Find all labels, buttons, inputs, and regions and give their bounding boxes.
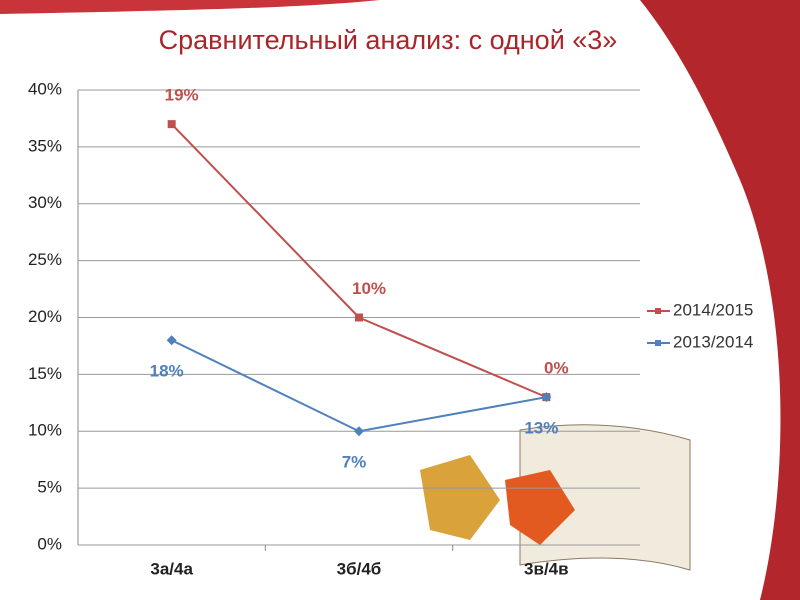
data-label: 13%: [524, 419, 558, 438]
data-label: 7%: [342, 453, 367, 472]
chart-title: Сравнительный анализ: с одной «3»: [159, 25, 618, 55]
marker: [355, 313, 363, 322]
x-tick-label: 3в/4в: [524, 559, 569, 578]
legend-label: 2013/2014: [673, 332, 753, 351]
data-label: 10%: [352, 279, 386, 298]
data-label: 19%: [165, 86, 199, 105]
decor-top: [0, 0, 380, 14]
decor-leaf: [505, 470, 575, 545]
legend-marker: [655, 340, 661, 346]
legend-marker: [655, 308, 661, 314]
marker: [167, 120, 176, 129]
marker: [166, 335, 177, 346]
data-label: 0%: [544, 359, 569, 378]
marker: [354, 426, 364, 437]
data-label: 18%: [150, 362, 184, 381]
y-tick-label: 10%: [28, 421, 62, 440]
y-tick-label: 20%: [28, 307, 62, 326]
y-tick-label: 25%: [28, 250, 62, 269]
decor-leaf: [420, 455, 500, 540]
y-tick-label: 5%: [37, 478, 62, 497]
x-tick-label: 3а/4а: [150, 559, 193, 578]
x-tick-label: 3б/4б: [337, 559, 382, 578]
decor-book: [519, 424, 691, 571]
legend-label: 2014/2015: [673, 300, 753, 319]
y-tick-label: 35%: [28, 136, 62, 155]
y-tick-label: 15%: [28, 364, 62, 383]
y-tick-label: 30%: [28, 193, 62, 212]
y-tick-label: 0%: [37, 534, 62, 553]
decor-right: [640, 0, 800, 600]
y-tick-label: 40%: [28, 79, 62, 98]
marker: [541, 392, 552, 403]
